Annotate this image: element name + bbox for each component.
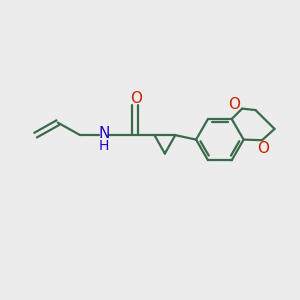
Text: H: H	[99, 140, 109, 153]
Text: O: O	[228, 97, 240, 112]
Text: O: O	[257, 141, 269, 156]
Text: O: O	[130, 92, 142, 106]
Text: N: N	[98, 126, 110, 141]
